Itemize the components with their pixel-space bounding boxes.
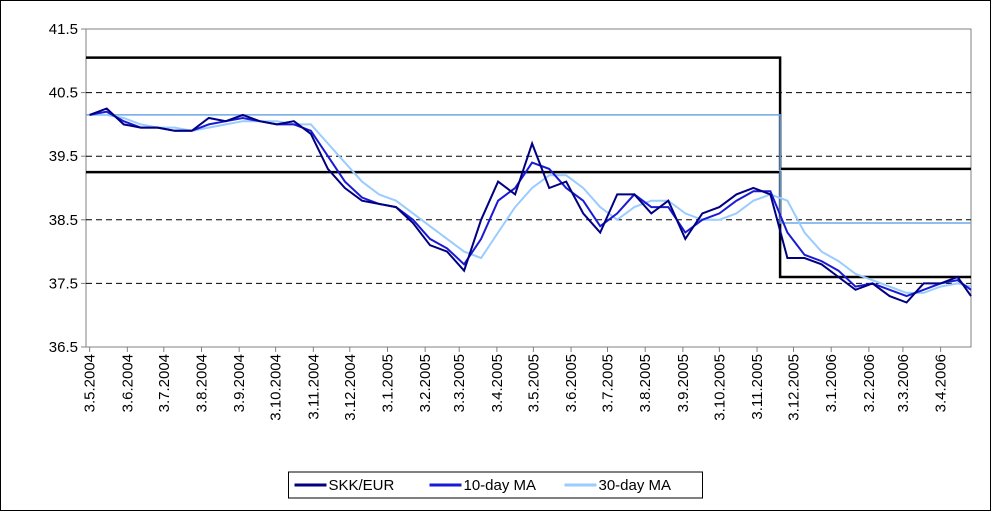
series-line (89, 107, 972, 304)
x-tick-label: 3.4.2005 (489, 354, 506, 412)
series-line (89, 110, 972, 298)
legend-label: 30-day MA (599, 477, 672, 494)
x-tick-label: 3.1.2006 (823, 354, 840, 412)
x-tick-label: 3.12.2005 (786, 354, 803, 421)
legend: SKK/EUR 10-day MA 30-day MA (288, 471, 703, 499)
x-tick-label: 3.3.2005 (451, 354, 468, 412)
x-tick-label: 3.7.2004 (156, 354, 173, 412)
x-tick-label: 3.10.2005 (711, 354, 728, 421)
reference-line (86, 170, 971, 279)
series-line (89, 113, 972, 294)
y-tick-label: 39.5 (49, 148, 78, 165)
x-tick-label: 3.12.2004 (342, 354, 359, 421)
x-tick-label: 3.3.2006 (895, 354, 912, 412)
x-tick-label: 3.8.2005 (637, 354, 654, 412)
x-tick-label: 3.11.2004 (305, 354, 322, 420)
y-tick-label: 38.5 (49, 212, 78, 229)
x-tick-label: 3.8.2004 (193, 354, 210, 412)
x-tick-label: 3.9.2005 (675, 354, 692, 412)
x-tick-label: 3.7.2005 (600, 354, 617, 412)
x-tick-label: 3.11.2005 (749, 354, 766, 420)
legend-box (288, 471, 703, 499)
x-tick-label: 3.6.2004 (119, 354, 136, 412)
y-tick-label: 37.5 (49, 275, 78, 292)
x-tick-label: 3.2.2006 (861, 354, 878, 412)
x-tick-label: 3.10.2004 (268, 354, 285, 421)
x-tick-label: 3.4.2006 (933, 354, 950, 412)
reference-line (86, 114, 971, 224)
plot-area (85, 28, 972, 348)
y-tick-label: 41.5 (49, 21, 78, 38)
x-tick-label: 3.1.2005 (379, 354, 396, 412)
y-tick-label: 40.5 (49, 85, 78, 102)
legend-label: 10-day MA (464, 477, 537, 494)
reference-line (86, 56, 971, 171)
y-tick-label: 36.5 (49, 339, 78, 356)
x-tick-label: 3.9.2004 (231, 354, 248, 412)
legend-label: SKK/EUR (329, 477, 395, 494)
x-tick-label: 3.5.2005 (525, 354, 542, 412)
x-tick-label: 3.5.2004 (82, 354, 99, 412)
x-tick-label: 3.6.2005 (563, 354, 580, 412)
x-tick-label: 3.2.2005 (417, 354, 434, 412)
